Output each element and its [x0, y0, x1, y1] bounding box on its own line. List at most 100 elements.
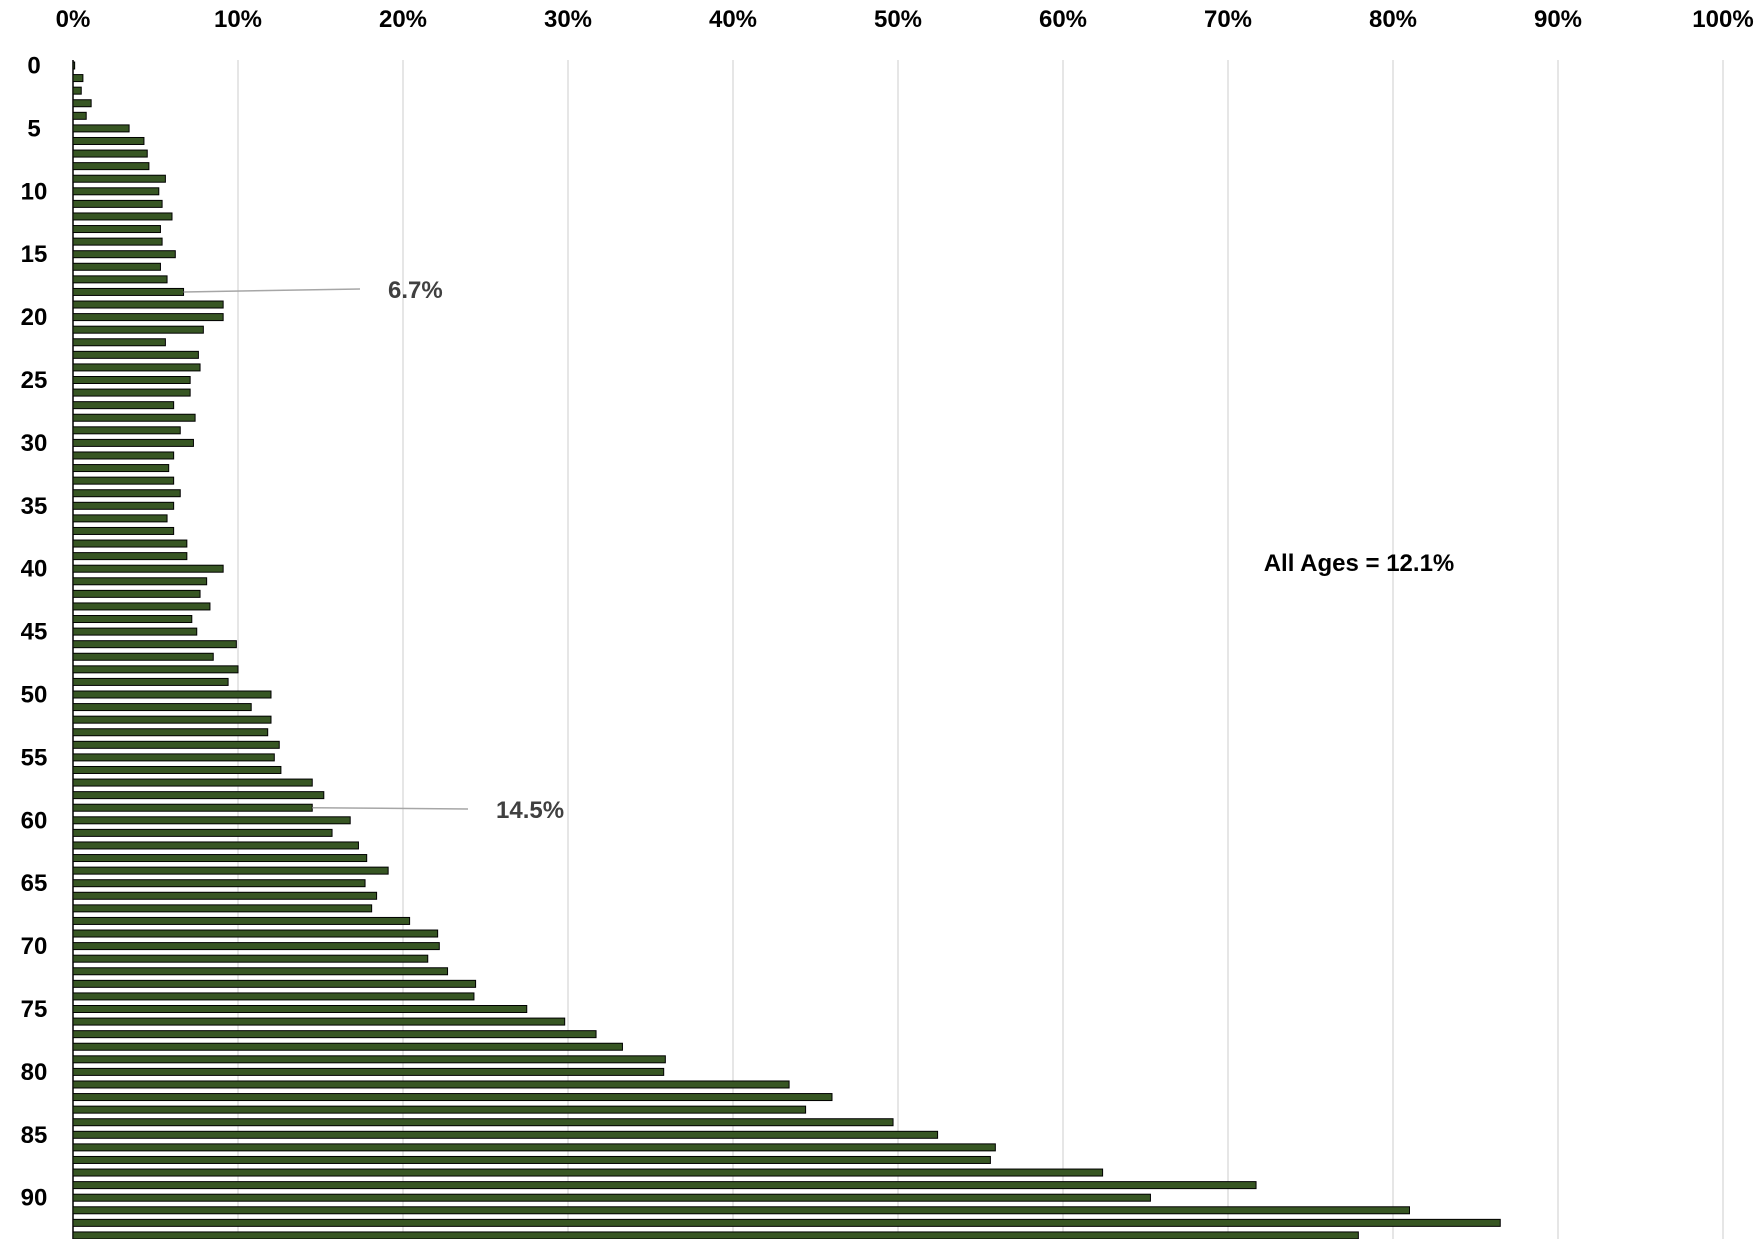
- x-tick-label: 80%: [1369, 6, 1417, 33]
- bar: [73, 527, 174, 534]
- bar: [73, 452, 174, 459]
- bar: [73, 867, 388, 874]
- bar: [73, 1043, 622, 1050]
- bar: [73, 1006, 527, 1013]
- bar: [73, 427, 180, 434]
- y-tick-label: 90: [21, 1185, 48, 1212]
- bar: [73, 301, 223, 308]
- y-tick-label: 75: [21, 996, 48, 1023]
- y-tick-label: 5: [27, 115, 40, 142]
- y-tick-label: 60: [21, 807, 48, 834]
- annotation-leader-line: [184, 289, 360, 292]
- y-tick-label: 0: [27, 53, 40, 80]
- bar: [73, 1119, 893, 1126]
- bars: [73, 62, 1500, 1239]
- bar: [73, 163, 149, 170]
- y-tick-label: 30: [21, 430, 48, 457]
- bar: [73, 590, 200, 597]
- y-axis-tick-labels: 0 5 10 15 20 25 30 35 40 45 50 55 60 65 70 75 80 85 90: [21, 53, 48, 1212]
- bar: [73, 1131, 938, 1138]
- bar: [73, 1056, 665, 1063]
- bar: [73, 288, 184, 295]
- bar: [73, 1169, 1103, 1176]
- all-ages-summary: All Ages = 12.1%: [1264, 550, 1455, 577]
- x-tick-label: 100%: [1692, 6, 1753, 33]
- annotation-label: 14.5%: [496, 797, 564, 824]
- bar: [73, 1194, 1150, 1201]
- bar: [73, 100, 91, 107]
- bar: [73, 389, 190, 396]
- bar: [73, 112, 86, 119]
- bar: [73, 930, 438, 937]
- x-tick-label: 70%: [1204, 6, 1252, 33]
- bar: [73, 364, 200, 371]
- y-tick-label: 35: [21, 493, 48, 520]
- x-tick-label: 90%: [1534, 6, 1582, 33]
- y-tick-label: 65: [21, 870, 48, 897]
- bar: [73, 540, 187, 547]
- bar: [73, 1094, 832, 1101]
- bar: [73, 314, 223, 321]
- y-tick-label: 15: [21, 241, 48, 268]
- bar: [73, 502, 174, 509]
- bar: [73, 653, 213, 660]
- bar: [73, 1068, 664, 1075]
- bar: [73, 641, 236, 648]
- y-tick-label: 45: [21, 619, 48, 646]
- bar: [73, 678, 228, 685]
- x-tick-label: 30%: [544, 6, 592, 33]
- bar: [73, 691, 271, 698]
- bar: [73, 62, 75, 69]
- bar: [73, 880, 365, 887]
- bar: [73, 1207, 1410, 1214]
- bar: [73, 842, 358, 849]
- bar: [73, 465, 169, 472]
- y-tick-label: 25: [21, 367, 48, 394]
- x-tick-label: 10%: [214, 6, 262, 33]
- bar: [73, 1156, 990, 1163]
- bar: [73, 251, 175, 258]
- bar: [73, 578, 207, 585]
- bar: [73, 779, 312, 786]
- bar: [73, 402, 174, 409]
- bar: [73, 565, 223, 572]
- bar: [73, 754, 274, 761]
- bar: [73, 553, 187, 560]
- bar: [73, 917, 410, 924]
- bar: [73, 276, 167, 283]
- bar: [73, 716, 271, 723]
- bar: [73, 1018, 565, 1025]
- bar: [73, 75, 83, 82]
- bar: [73, 263, 160, 270]
- x-tick-label: 40%: [709, 6, 757, 33]
- x-tick-label: 60%: [1039, 6, 1087, 33]
- bar: [73, 351, 198, 358]
- y-tick-label: 70: [21, 933, 48, 960]
- bar: [73, 766, 281, 773]
- bar: [73, 477, 174, 484]
- y-tick-label: 55: [21, 744, 48, 771]
- bar: [73, 855, 367, 862]
- bar: [73, 377, 190, 384]
- bar: [73, 729, 268, 736]
- bar: [73, 993, 474, 1000]
- y-tick-label: 80: [21, 1059, 48, 1086]
- bar: [73, 326, 203, 333]
- bar: [73, 603, 210, 610]
- x-tick-label: 20%: [379, 6, 427, 33]
- x-tick-label: 50%: [874, 6, 922, 33]
- bar: [73, 188, 159, 195]
- bar: [73, 339, 165, 346]
- bar: [73, 150, 147, 157]
- bar: [73, 1182, 1256, 1189]
- x-axis-tick-labels: 0% 10% 20% 30% 40% 50% 60% 70% 80% 90% 100%: [56, 6, 1754, 33]
- bar: [73, 87, 81, 94]
- bar: [73, 175, 165, 182]
- annotation-leader-line: [312, 808, 468, 809]
- bar: [73, 1232, 1358, 1239]
- bar: [73, 892, 377, 899]
- bar: [73, 414, 195, 421]
- bar: [73, 238, 162, 245]
- bar: [73, 1144, 995, 1151]
